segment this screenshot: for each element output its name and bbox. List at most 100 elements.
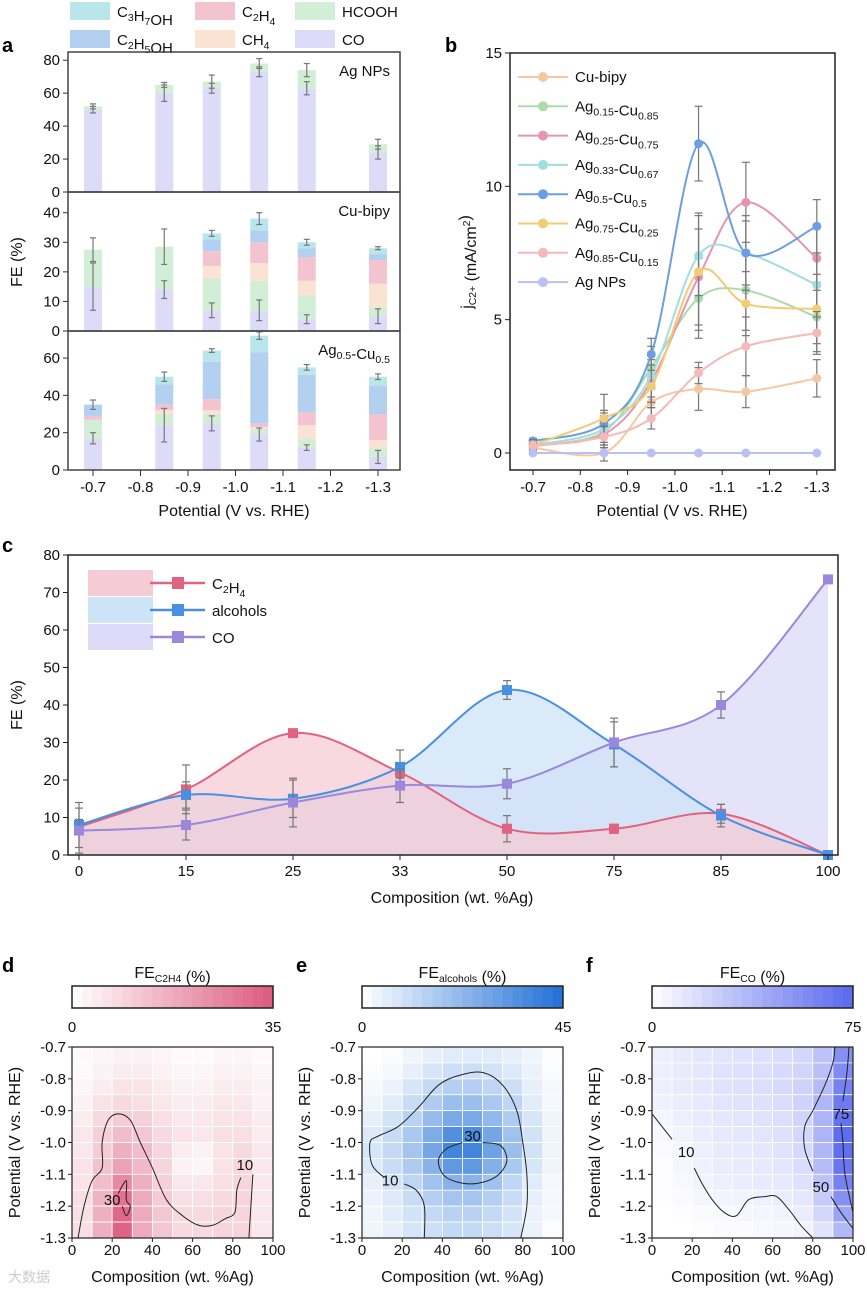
data-point [716,810,726,821]
heatmap-cell [792,1094,814,1112]
y-tick-label: -0.7 [620,1039,646,1056]
bar-segment-co [155,425,174,470]
panel-label-c: c [2,535,13,557]
heatmap-cell [711,1205,733,1223]
text-part: Ag NPs [575,274,626,291]
heatmap-cell [522,1046,544,1064]
bar-segment-c2h4 [202,399,221,411]
y-tick-label: -0.8 [330,1071,356,1088]
panel-label-f: f [586,955,593,977]
bar-segment-ch4 [297,280,316,296]
y-tick-label: 20 [43,264,60,281]
bar-segment-co [250,434,269,470]
heatmap-cell [71,1078,93,1096]
series-cu-bipy [528,359,822,462]
panel-label-e: e [296,955,307,977]
heatmap-cell [651,1062,673,1080]
x-axis-label: Potential (V vs. RHE) [596,503,747,520]
heatmap-cell [732,1110,753,1127]
colorbar-cell [472,986,484,1008]
data-point [599,413,609,423]
data-point [812,221,822,231]
text-part: -Cu [614,102,638,119]
legend-label: alcohols [212,603,267,620]
heatmap-cell [732,1142,753,1159]
heatmap-cell [792,1189,814,1207]
text-part: 0.67 [638,169,659,181]
colorbar-max-label: 35 [265,1019,282,1036]
y-tick-label: 0 [52,323,60,340]
bar-segment-c2h5oh [202,361,221,400]
heatmap-cell [131,1142,153,1159]
heatmap-cell [651,1189,673,1207]
heatmap-cell [421,1189,443,1207]
text-part: 0.5 [375,354,390,366]
heatmap-cell [91,1221,113,1239]
y-tick-label: -1.2 [40,1198,66,1215]
bar-segment-ch4 [369,440,387,448]
heatmap-cell [502,1078,524,1096]
bar-segment-c2h4 [369,260,387,284]
contour-label-10: 10 [237,1157,254,1174]
heatmap-cell [172,1046,194,1064]
heatmap-cell [832,1062,854,1080]
heatmap-cell [482,1173,504,1191]
bar-segment-c2h5oh [297,248,316,258]
heatmap-cell [111,1221,133,1239]
heatmap-cell [401,1221,423,1239]
heatmap-cell [232,1110,254,1127]
colorbar-frame [651,985,854,1009]
heatmap-cell [172,1221,194,1239]
data-point [812,448,822,458]
heatmap-cell [752,1158,774,1175]
heatmap-cell [671,1189,693,1207]
colorbar-min-label: 0 [68,1019,76,1036]
heatmap-cell [711,1046,733,1064]
heatmap-cell [361,1158,383,1175]
colorbar-cell [552,986,564,1008]
heatmap-cell [401,1094,423,1112]
heatmap-cell [91,1062,113,1080]
heatmap-cell [502,1126,524,1143]
heatmap-cell [792,1142,814,1159]
bar-segment-ch4 [369,283,387,308]
heatmap-cell [671,1205,693,1223]
heatmap-cell [752,1142,774,1159]
contour-line [369,1071,528,1239]
heatmap-cell [381,1189,403,1207]
y-axis-label: Potential (V vs. RHE) [587,1067,604,1218]
text-part: CO [740,974,756,985]
colorbar-cell [782,986,794,1008]
heatmap-cell [522,1126,544,1143]
colorbar-cell [702,986,713,1008]
legend-marker [538,218,548,229]
series-co [74,574,833,854]
contour-label-10: 10 [678,1144,695,1161]
data-point [646,413,656,423]
x-tick-label: 80 [224,1242,241,1259]
heatmap-cell [462,1221,484,1239]
y-tick-label: 15 [485,45,502,62]
text-part: -Cu [614,161,638,178]
heatmap-cell [671,1078,693,1096]
colorbar-cell [82,986,93,1008]
heatmap-cell [252,1078,274,1096]
x-tick-label: -0.7 [520,479,546,496]
heatmap-cell [752,1126,774,1143]
heatmap-cell [732,1158,753,1175]
text-part: 0.75 [638,140,659,152]
heatmap-cell [711,1094,733,1112]
y-tick-label: 20 [43,151,60,168]
heatmap-cell [671,1110,693,1127]
text-part: H [229,580,240,597]
heatmap-cell [192,1078,214,1096]
heatmap-cell [151,1142,173,1159]
heatmap-cell [71,1189,93,1207]
y-tick-label: -1.1 [40,1166,66,1183]
x-tick-label: -1.2 [757,479,783,496]
contour-line [117,1180,131,1217]
data-point [609,823,619,834]
heatmap-cell [792,1062,814,1080]
y-tick-label: -0.9 [40,1103,66,1120]
colorbar-frame [71,985,274,1009]
